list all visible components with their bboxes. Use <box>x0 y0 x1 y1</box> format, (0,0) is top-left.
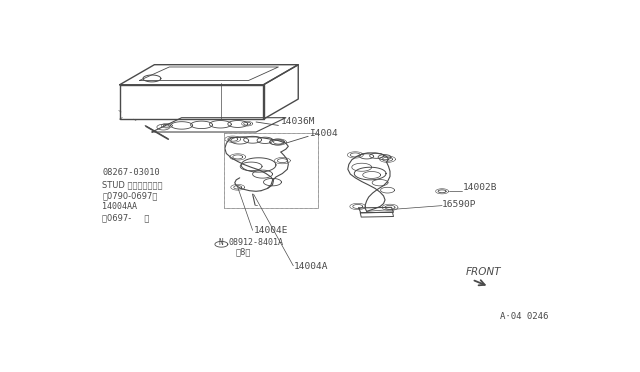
Text: STUD スタッド（８）: STUD スタッド（８） <box>102 180 163 189</box>
Text: 14004AA: 14004AA <box>102 202 138 211</box>
Text: 08267-03010: 08267-03010 <box>102 168 160 177</box>
Text: ｓ0790-0697）: ｓ0790-0697） <box>102 192 157 201</box>
Text: FRONT: FRONT <box>466 267 501 277</box>
Text: I4004: I4004 <box>309 129 338 138</box>
Text: A·04 0246: A·04 0246 <box>500 312 548 321</box>
Text: 14036M: 14036M <box>281 117 316 126</box>
Text: 08912-8401A: 08912-8401A <box>229 238 284 247</box>
Text: 16590P: 16590P <box>442 201 477 209</box>
Text: ｓ0697-     ）: ｓ0697- ） <box>102 213 150 222</box>
Text: 14004E: 14004E <box>253 226 288 235</box>
Text: N: N <box>218 238 223 247</box>
Text: （8）: （8） <box>236 247 251 256</box>
Text: 14002B: 14002B <box>463 183 497 192</box>
Text: 14004A: 14004A <box>294 263 329 272</box>
